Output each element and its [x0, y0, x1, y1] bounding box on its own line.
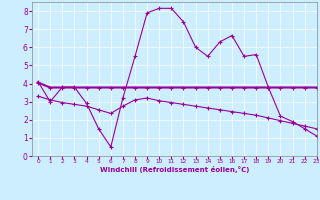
X-axis label: Windchill (Refroidissement éolien,°C): Windchill (Refroidissement éolien,°C): [100, 166, 249, 173]
